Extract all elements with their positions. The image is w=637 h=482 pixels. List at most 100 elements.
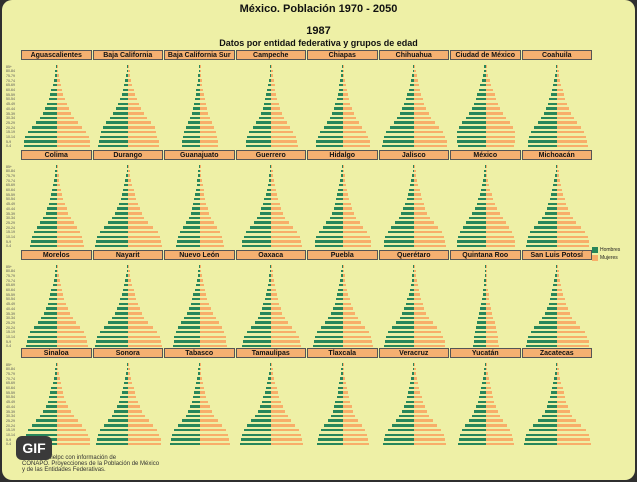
bar-mujeres — [485, 179, 489, 182]
bar-mujeres — [485, 212, 500, 215]
chart-title: México. Población 1970 - 2050 — [239, 3, 398, 15]
bar-hombres — [531, 130, 558, 134]
bar-mujeres — [56, 140, 90, 143]
bar-mujeres — [271, 265, 273, 268]
bar-mujeres — [557, 121, 578, 124]
bar-mujeres — [56, 428, 87, 432]
bar-hombres — [269, 174, 272, 177]
bar-mujeres — [485, 197, 494, 201]
bar-hombres — [193, 293, 200, 296]
bar-mujeres — [56, 367, 59, 371]
age-tick-label: 0-4 — [6, 344, 12, 349]
bar-mujeres — [128, 283, 133, 287]
bar-hombres — [126, 74, 129, 77]
bar-hombres — [339, 381, 343, 385]
bar-hombres — [250, 226, 272, 229]
bar-hombres — [556, 265, 558, 268]
bar-mujeres — [414, 265, 416, 268]
bar-mujeres — [199, 363, 201, 366]
bar-hombres — [265, 293, 272, 296]
age-tick-label: 85+ — [6, 362, 12, 367]
bar-mujeres — [128, 395, 137, 399]
bar-hombres — [329, 116, 343, 120]
bar-mujeres — [199, 269, 202, 273]
bar-hombres — [483, 179, 486, 182]
bar-mujeres — [199, 391, 206, 394]
bar-hombres — [551, 386, 558, 389]
legend-label-mujeres: Mujeres — [600, 255, 618, 261]
bar-mujeres — [271, 269, 273, 273]
bar-hombres — [456, 135, 486, 138]
age-tick-label: 80-84 — [6, 367, 15, 372]
bar-hombres — [121, 293, 129, 296]
age-tick-label: 25-29 — [6, 418, 15, 423]
bar-mujeres — [557, 216, 573, 220]
age-tick-label: 40-44 — [6, 106, 15, 111]
bar-hombres — [528, 428, 558, 432]
bar-hombres — [244, 335, 272, 338]
age-tick-label: 75-79 — [6, 371, 15, 376]
bar-hombres — [194, 288, 200, 291]
bar-hombres — [124, 83, 129, 87]
age-tick-label: 20-24 — [6, 225, 15, 230]
bar-mujeres — [414, 330, 441, 334]
bar-mujeres — [271, 386, 277, 389]
bar-mujeres — [199, 344, 227, 348]
bar-hombres — [270, 265, 272, 268]
bar-hombres — [177, 424, 200, 427]
bar-hombres — [482, 377, 486, 380]
state-label: Jalisco — [378, 150, 449, 160]
bar-hombres — [197, 377, 200, 380]
bar-hombres — [412, 174, 415, 177]
bar-mujeres — [199, 130, 216, 134]
bar-mujeres — [128, 183, 133, 187]
bar-hombres — [261, 112, 272, 115]
bar-hombres — [484, 274, 486, 277]
bar-mujeres — [342, 335, 372, 338]
bar-hombres — [264, 197, 272, 201]
bar-hombres — [341, 269, 343, 273]
bar-hombres — [340, 174, 343, 177]
bar-hombres — [335, 297, 343, 301]
bar-mujeres — [485, 140, 516, 143]
age-tick-label: 55-59 — [6, 390, 15, 395]
bar-hombres — [456, 244, 486, 248]
bar-hombres — [469, 112, 486, 115]
bar-hombres — [126, 174, 129, 177]
bar-mujeres — [342, 197, 350, 201]
bar-mujeres — [342, 279, 346, 282]
bar-hombres — [335, 102, 343, 106]
bar-hombres — [55, 169, 57, 173]
bar-hombres — [126, 269, 129, 273]
bar-hombres — [118, 102, 129, 106]
bar-mujeres — [557, 202, 567, 206]
bar-hombres — [473, 340, 486, 343]
age-tick-label: 20-24 — [6, 125, 15, 130]
bar-hombres — [269, 274, 272, 277]
bar-mujeres — [342, 400, 351, 404]
bar-mujeres — [199, 424, 222, 427]
bar-mujeres — [271, 193, 277, 196]
state-label: Nayarit — [92, 250, 163, 260]
bar-mujeres — [557, 330, 585, 334]
bar-hombres — [53, 79, 57, 82]
age-tick-label: 0-4 — [6, 144, 12, 149]
bar-mujeres — [128, 293, 135, 296]
bar-mujeres — [557, 293, 564, 296]
bar-mujeres — [128, 265, 130, 268]
bar-hombres — [269, 269, 272, 273]
bar-hombres — [533, 424, 558, 427]
bar-mujeres — [414, 188, 420, 191]
bar-hombres — [528, 140, 558, 143]
bar-mujeres — [414, 400, 423, 404]
bar-hombres — [555, 269, 558, 273]
age-tick-label: 65-69 — [6, 283, 15, 288]
bar-hombres — [477, 400, 486, 404]
bar-mujeres — [557, 269, 559, 273]
bar-mujeres — [557, 424, 582, 427]
bar-hombres — [326, 221, 343, 224]
bar-mujeres — [56, 121, 78, 124]
bar-hombres — [525, 344, 558, 348]
bar-hombres — [188, 216, 200, 220]
